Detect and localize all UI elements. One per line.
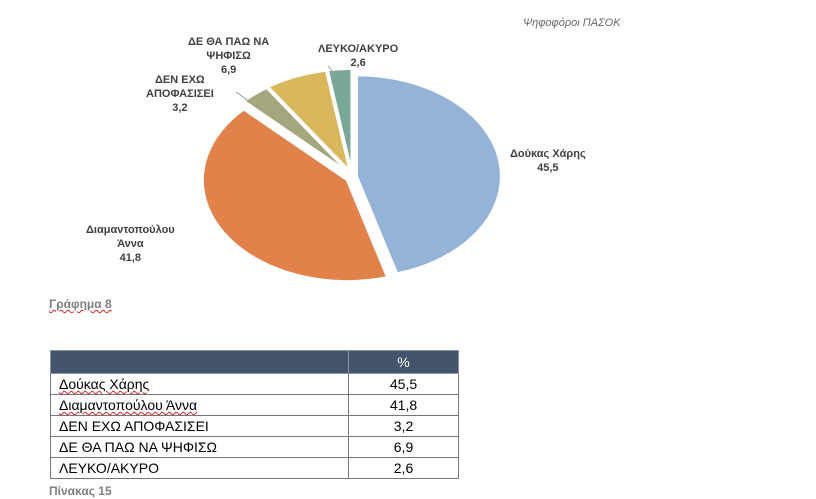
row-name: ΔΕ ΘΑ ΠΑΩ ΝΑ ΨΗΦΙΣΩ xyxy=(50,436,349,458)
table-row: ΔΕΝ ΕΧΩ ΑΠΟΦΑΣΙΣΕΙ 3,2 xyxy=(50,415,459,437)
pie-slice xyxy=(242,86,349,173)
slice-label: ΛΕΥΚΟ/ΑΚΥΡΟ 2,6 xyxy=(318,42,398,70)
row-name: Δούκας Χάρης xyxy=(50,373,349,395)
leader-line xyxy=(235,91,251,103)
slice-label-value: 41,8 xyxy=(119,252,142,264)
slice-label: ΔΕΝ ΕΧΩ ΑΠΟΦΑΣΙΣΕΙ 3,2 xyxy=(146,73,214,115)
slice-label-value: 3,2 xyxy=(172,102,188,114)
table-row: ΛΕΥΚΟ/ΑΚΥΡΟ 2,6 xyxy=(50,457,459,479)
table-row: Διαμαντοπούλου Άννα 41,8 xyxy=(50,394,459,416)
slice-label-value: 45,5 xyxy=(537,162,559,174)
slice-label: Δούκας Χάρης 45,5 xyxy=(510,147,586,175)
row-value: 2,6 xyxy=(348,457,459,479)
pie-slice xyxy=(266,69,352,174)
table-header-row: % xyxy=(50,350,459,374)
row-value: 3,2 xyxy=(348,415,459,437)
slice-label: ΔΕ ΘΑ ΠΑΩ ΝΑ ΨΗΦΙΣΩ 6,9 xyxy=(188,35,269,77)
row-name: ΔΕΝ ΕΧΩ ΑΠΟΦΑΣΙΣΕΙ xyxy=(50,415,349,437)
row-name: ΛΕΥΚΟ/ΑΚΥΡΟ xyxy=(50,457,349,479)
slice-label-value: 2,6 xyxy=(350,57,366,69)
pie-slice xyxy=(355,74,502,275)
results-table: % Δούκας Χάρης 45,5 Διαμαντοπούλου Άννα 41… xyxy=(50,350,459,479)
pie-slice xyxy=(201,108,389,283)
table-row: Δούκας Χάρης 45,5 xyxy=(50,373,459,395)
slice-label-name: ΔΕΝ ΕΧΩ ΑΠΟΦΑΣΙΣΕΙ xyxy=(146,74,214,100)
chart-title: Ψηφοφόροι ΠΑΣΟΚ xyxy=(523,17,621,29)
row-name: Διαμαντοπούλου Άννα xyxy=(50,394,349,416)
row-value: 45,5 xyxy=(348,373,459,395)
row-value: 6,9 xyxy=(348,436,459,458)
row-value: 41,8 xyxy=(348,394,459,416)
slice-label-value: 6,9 xyxy=(220,64,237,76)
pie-chart xyxy=(201,65,502,283)
chart-caption: Γράφημα 8 xyxy=(49,297,112,311)
table-caption: Πίνακας 15 xyxy=(49,484,112,498)
table-row: ΔΕ ΘΑ ΠΑΩ ΝΑ ΨΗΦΙΣΩ 6,9 xyxy=(50,436,459,458)
header-cell-name xyxy=(50,350,349,374)
slice-label-name: ΛΕΥΚΟ/ΑΚΥΡΟ xyxy=(318,43,399,55)
slice-label-name: Δούκας Χάρης xyxy=(510,148,586,160)
slice-label: Διαμαντοπούλου Άννα 41,8 xyxy=(86,223,175,265)
header-cell-percent: % xyxy=(348,350,459,374)
slice-label-name: Διαμαντοπούλου Άννα xyxy=(86,224,175,250)
leader-line xyxy=(327,65,337,77)
slice-label-name: ΔΕ ΘΑ ΠΑΩ ΝΑ ΨΗΦΙΣΩ xyxy=(188,36,270,62)
